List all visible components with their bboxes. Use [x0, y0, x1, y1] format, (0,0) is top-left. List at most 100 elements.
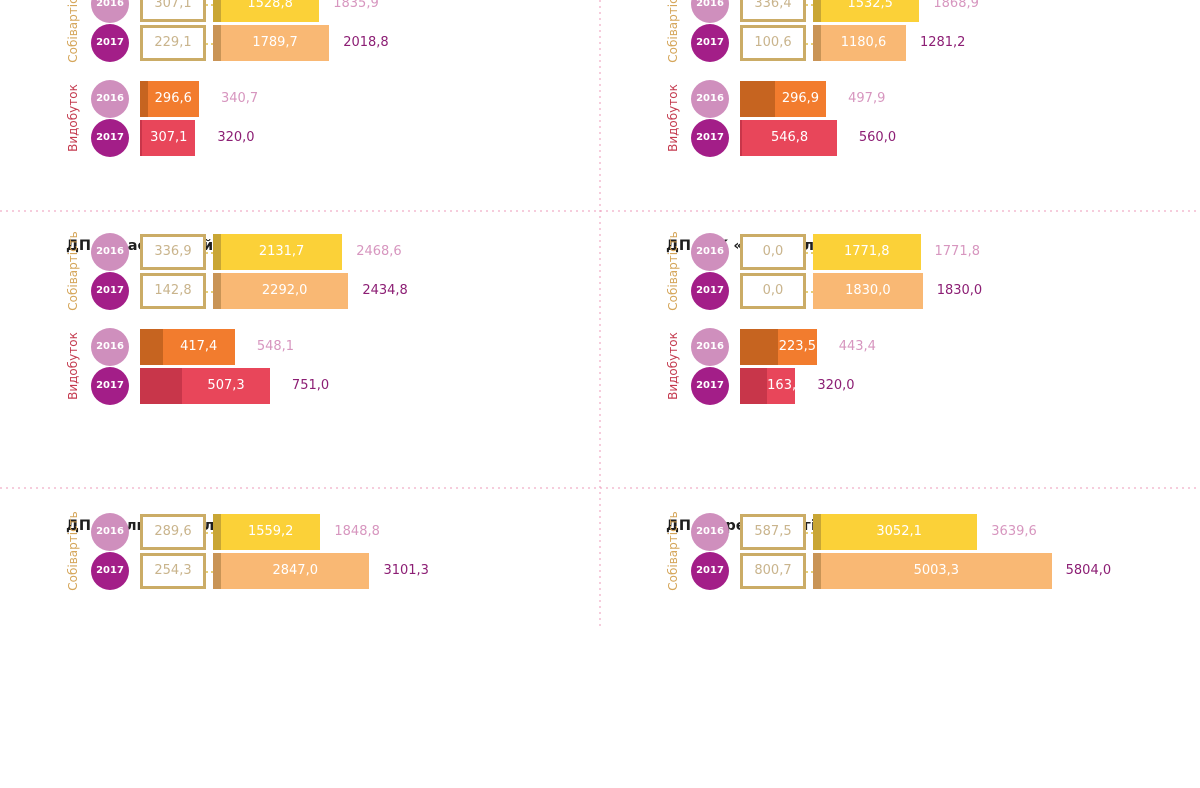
cost-inner-box: [740, 273, 806, 309]
year-badge-2017: 2017: [91, 272, 129, 310]
cost-outer-bar: [821, 25, 906, 61]
cost-inner-value: 800,7: [754, 563, 792, 578]
production-dark-segment: [140, 329, 163, 365]
cost-total-value: 1281,2: [919, 35, 966, 50]
cost-outer-value: 1528,8: [247, 0, 293, 11]
cost-inner-segment: [213, 514, 221, 550]
production-dark-segment: [740, 329, 779, 365]
cost-inner-value: 229,1: [154, 35, 192, 50]
cost-inner-value: 289,6: [154, 524, 192, 539]
production-total-value: 320,0: [217, 130, 255, 145]
production-bar-value: 163,0: [767, 378, 805, 393]
cost-inner-value: 100,6: [754, 35, 792, 50]
cost-inner-value: 336,9: [154, 244, 192, 259]
production-dark-segment: [740, 81, 775, 117]
cost-connector: [206, 4, 213, 6]
production-dark-segment: [140, 81, 148, 117]
production-bar: [142, 120, 196, 156]
production-bar: [778, 329, 817, 365]
cost-outer-bar: [813, 234, 921, 270]
cost-outer-bar: [821, 553, 1052, 589]
cost-total-value: 2468,6: [356, 244, 402, 259]
production-bar: [162, 329, 235, 365]
panel-dividers: [0, 0, 1200, 630]
year-badge-2017: 2017: [691, 552, 729, 590]
chart-panel: ДП «Торецькувугілля»Собівартість2016587,…: [600, 508, 1200, 788]
cost-axis-label: Собівартість: [66, 511, 80, 591]
chart-panel: ДП «Селидіввугілля»Собівартість2016289,6…: [0, 508, 600, 788]
cost-inner-box: [740, 553, 806, 589]
cost-inner-box: [740, 0, 806, 22]
production-total-value: 443,4: [838, 339, 876, 354]
cost-connector: [206, 252, 213, 254]
cost-inner-box: [140, 234, 206, 270]
production-bar: [774, 81, 827, 117]
cost-connector: [806, 571, 813, 573]
cost-outer-bar: [221, 553, 370, 589]
production-bar-value: 507,3: [207, 378, 245, 393]
cost-total-value: 5804,0: [1065, 563, 1112, 578]
cost-inner-segment: [813, 0, 821, 22]
year-badge-2017: 2017: [91, 367, 129, 405]
cost-outer-value: 1180,6: [840, 35, 887, 50]
cost-inner-box: [140, 25, 206, 61]
production-bar-value: 296,6: [154, 91, 192, 106]
year-badge-2016: 2016: [691, 0, 729, 23]
cost-outer-value: 2131,7: [258, 244, 305, 259]
year-badge-2017: 2017: [691, 367, 729, 405]
cost-outer-bar: [221, 0, 320, 22]
year-badge-2016: 2016: [91, 328, 129, 366]
production-dark-segment: [740, 368, 768, 404]
cost-outer-bar: [221, 273, 349, 309]
production-total-value: 548,1: [256, 339, 295, 354]
cost-outer-value: 1789,7: [252, 35, 298, 50]
production-axis-label: Видобуток: [66, 332, 80, 400]
cost-inner-box: [740, 25, 806, 61]
cost-outer-value: 1771,8: [844, 244, 890, 259]
chart-panel: ДП «Красноармійсьвугілля»Собівартість201…: [0, 228, 600, 508]
cost-inner-value: 587,5: [754, 524, 792, 539]
cost-outer-value: 5003,3: [913, 563, 960, 578]
production-bar: [742, 120, 837, 156]
cost-total-value: 1835,9: [333, 0, 379, 11]
cost-inner-value: 307,1: [154, 0, 192, 11]
cost-axis-label: Собівартість: [666, 231, 680, 311]
production-bar-value: 307,1: [150, 130, 188, 145]
cost-total-value: 1771,8: [934, 244, 981, 259]
year-badge-2017: 2017: [691, 272, 729, 310]
cost-inner-segment: [213, 234, 221, 270]
production-total-value: 751,0: [291, 378, 330, 393]
cost-outer-value: 3052,1: [876, 524, 922, 539]
cost-connector: [806, 4, 813, 6]
production-total-value: 340,7: [220, 91, 259, 106]
year-badge-2017: 2017: [91, 24, 129, 62]
cost-connector: [206, 571, 213, 573]
cost-connector: [806, 252, 813, 254]
cost-inner-box: [140, 553, 206, 589]
production-bar-value: 417,4: [180, 339, 218, 354]
year-badge-2017: 2017: [691, 24, 729, 62]
production-axis-label: Видобуток: [666, 332, 680, 400]
year-badge-2017: 2017: [691, 119, 729, 157]
cost-outer-bar: [221, 234, 343, 270]
chart-panel: Собівартість 2016 336,4 1532,5 1868,9 2017 100…: [600, 0, 1200, 260]
cost-outer-value: 1830,0: [845, 283, 891, 298]
production-bar: [147, 81, 199, 117]
chart-panel: Собівартість 2016 307,1 1528,8 1835,9 2017 229…: [0, 0, 600, 260]
cost-total-value: 3639,6: [991, 524, 1037, 539]
cost-axis-label: Собівартість: [666, 0, 680, 63]
cost-inner-value: 254,3: [154, 563, 192, 578]
cost-connector: [806, 43, 813, 45]
cost-axis-label: Собівартість: [666, 511, 680, 591]
cost-inner-value: 336,4: [754, 0, 792, 11]
cost-inner-value: 0,0: [762, 283, 784, 298]
year-badge-2016: 2016: [691, 80, 729, 118]
cost-total-value: 2018,8: [343, 35, 389, 50]
cost-outer-bar: [813, 273, 923, 309]
year-badge-2017: 2017: [91, 552, 129, 590]
cost-inner-segment: [813, 514, 821, 550]
cost-total-value: 1830,0: [936, 283, 983, 298]
cost-outer-value: 1559,2: [247, 524, 294, 539]
cost-inner-value: 0,0: [762, 244, 784, 259]
cost-outer-value: 2292,0: [261, 283, 308, 298]
